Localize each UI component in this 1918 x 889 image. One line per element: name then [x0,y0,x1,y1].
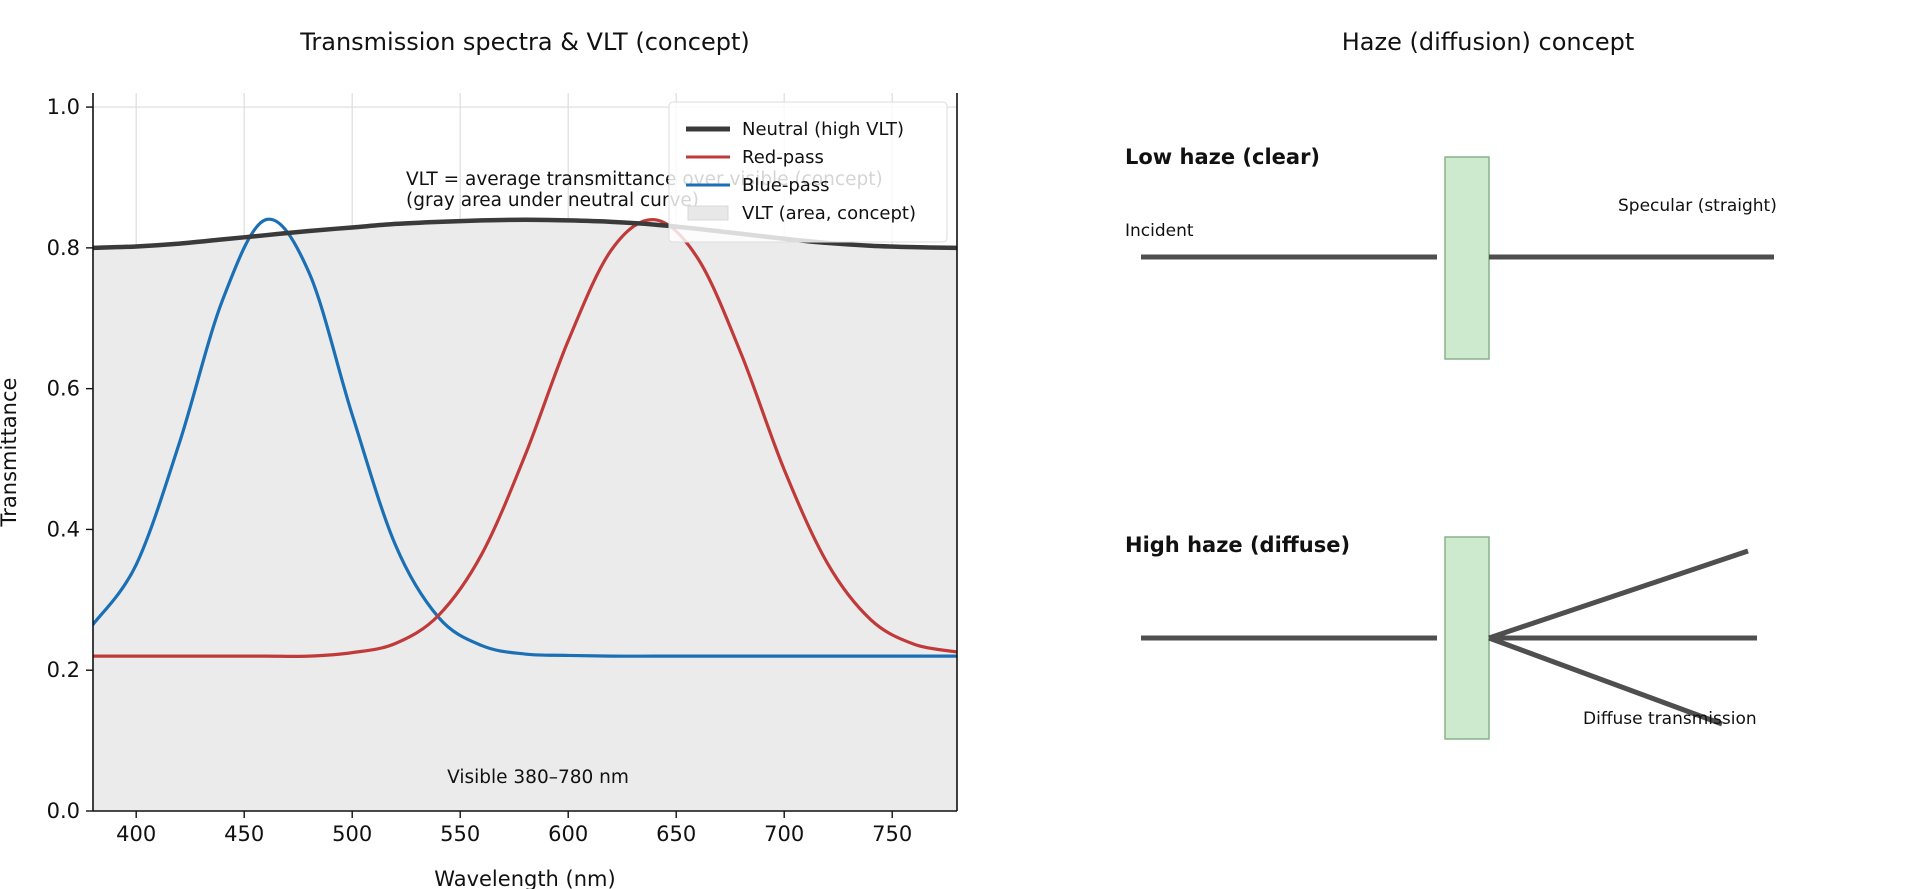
low-haze-panel: Low haze (clear) Incident Specular (stra… [1125,145,1777,360]
y-tick-label: 0.2 [47,658,80,682]
specular-label: Specular (straight) [1618,196,1777,216]
high-haze-panel: High haze (diffuse) Diffuse transmission [1125,533,1757,740]
series-line-blue-pass [93,217,957,658]
x-tick-label: 550 [440,822,480,846]
diffuse-ray-up [1488,548,1749,641]
y-tick-label: 0.8 [47,236,80,260]
y-axis-label: Transmittance [0,378,21,528]
legend-label-red: Red-pass [742,147,824,168]
x-tick-label: 650 [656,822,696,846]
haze-diagram: Haze (diffusion) concept Low haze (clear… [1125,28,1777,740]
legend-box [668,101,948,243]
x-axis-label: Wavelength (nm) [434,867,615,889]
low-haze-label: Low haze (clear) [1125,145,1320,169]
x-tick-label: 600 [548,822,588,846]
legend-swatch-area [687,205,729,221]
x-tick-label: 400 [116,822,156,846]
y-tick-label: 0.0 [47,799,80,823]
incident-label: Incident [1125,221,1194,241]
series-line-red-pass [93,218,957,658]
film-low-haze [1444,156,1490,360]
legend-label-area: VLT (area, concept) [742,203,916,224]
x-tick-label: 700 [764,822,804,846]
vlt-area [93,219,957,811]
spectra-title: Transmission spectra & VLT (concept) [299,28,750,56]
diffuse-label: Diffuse transmission [1583,709,1757,729]
haze-title: Haze (diffusion) concept [1342,28,1635,56]
visible-range-annotation: Visible 380–780 nm [447,767,629,788]
y-tick-label: 0.6 [47,377,80,401]
film-high-haze [1444,536,1490,740]
legend: Neutral (high VLT) Red-pass Blue-pass VL… [668,101,948,243]
x-tick-label: 450 [224,822,264,846]
legend-label-blue: Blue-pass [742,175,830,196]
y-tick-label: 1.0 [47,95,80,119]
vlt-annotation-line2: (gray area under neutral curve) [406,190,699,211]
x-tick-label: 750 [872,822,912,846]
y-tick-label: 0.4 [47,517,80,541]
legend-label-neutral: Neutral (high VLT) [742,119,904,140]
x-tick-label: 500 [332,822,372,846]
ticks: 400 450 500 550 600 650 700 750 0.0 0.2 0.4 0.6 0.8 1… [47,95,913,846]
spectra-chart: Transmission spectra & VLT (concept) 400… [0,28,958,889]
diffuse-ray-down [1488,635,1723,727]
high-haze-label: High haze (diffuse) [1125,533,1350,557]
